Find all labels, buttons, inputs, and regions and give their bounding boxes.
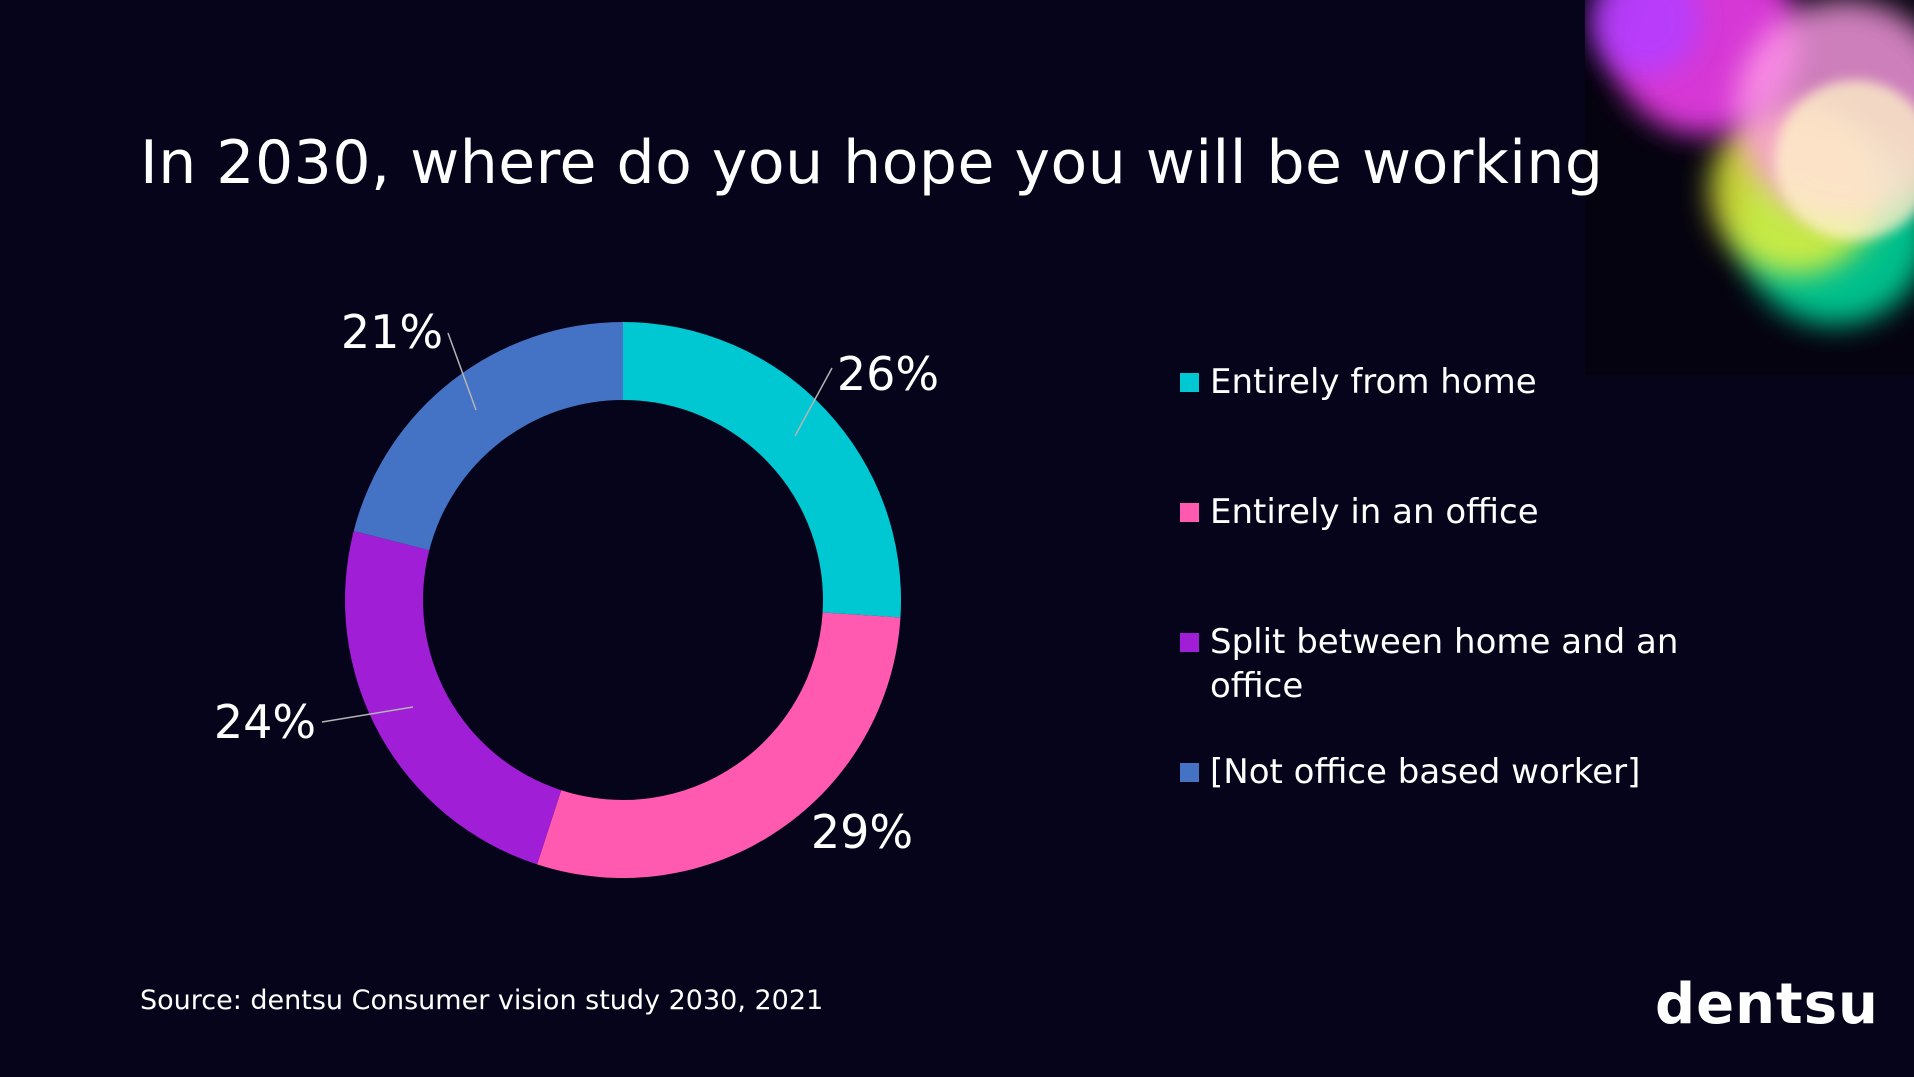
legend-item-not-office-based-worker: [Not office based worker] <box>1180 750 1710 794</box>
donut-slice-split-between-home-and-an-office <box>344 530 562 865</box>
decorative-orb-graphic <box>1585 0 1914 375</box>
legend-label-split-between-home-and-an-office: Split between home and an office <box>1210 622 1679 706</box>
donut-slice-not-office-based-worker <box>353 322 623 551</box>
donut-slice-entirely-in-an-office <box>537 612 901 878</box>
leader-line-split-between-home-and-an-office <box>321 706 414 723</box>
orb-svg <box>1585 0 1914 375</box>
leader-line-entirely-from-home <box>794 367 833 437</box>
dentsu-logo: dentsu <box>1655 972 1879 1037</box>
legend-item-split-between-home-and-an-office: Split between home and an office <box>1180 620 1710 708</box>
data-label-entirely-in-an-office: 29% <box>811 805 913 859</box>
legend-label-entirely-in-an-office: Entirely in an office <box>1210 492 1539 532</box>
data-label-split-between-home-and-an-office: 24% <box>214 695 316 749</box>
source-note: Source: dentsu Consumer vision study 203… <box>140 985 824 1016</box>
legend-swatch-split-between-home-and-an-office <box>1180 633 1199 652</box>
legend-label-entirely-from-home: Entirely from home <box>1210 362 1537 402</box>
data-label-not-office-based-worker: 21% <box>341 305 443 359</box>
legend-item-entirely-in-an-office: Entirely in an office <box>1180 490 1710 534</box>
legend-label-not-office-based-worker: [Not office based worker] <box>1210 752 1641 792</box>
chart-title: In 2030, where do you hope you will be w… <box>140 128 1604 198</box>
legend-swatch-entirely-from-home <box>1180 373 1199 392</box>
leader-line-not-office-based-worker <box>447 332 477 411</box>
legend-swatch-entirely-in-an-office <box>1180 503 1199 522</box>
legend-swatch-not-office-based-worker <box>1180 763 1199 782</box>
donut-slice-entirely-from-home <box>623 322 901 618</box>
data-label-entirely-from-home: 26% <box>837 347 939 401</box>
legend-item-entirely-from-home: Entirely from home <box>1180 360 1710 404</box>
